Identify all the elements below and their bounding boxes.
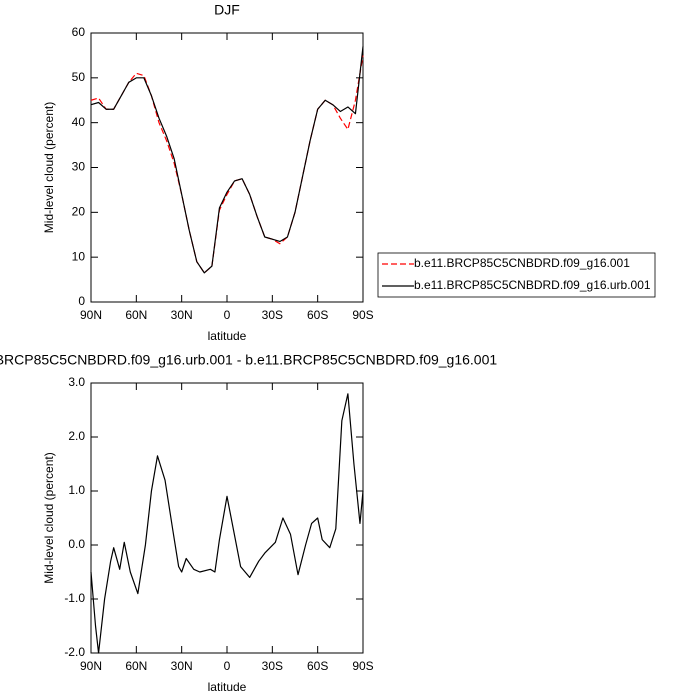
legend-label: b.e11.BRCP85C5CNBDRD.f09_g16.001 xyxy=(414,256,630,270)
y-tick-label: 2.0 xyxy=(68,429,85,443)
y-tick-label: -2.0 xyxy=(64,645,85,659)
x-tick-label: 60N xyxy=(125,308,147,322)
chart-title: b.e11.BRCP85C5CNBDRD.f09_g16.urb.001 - b… xyxy=(0,352,497,368)
x-tick-label: 60N xyxy=(125,659,147,673)
y-tick-label: 20 xyxy=(72,205,86,219)
y-tick-label: -1.0 xyxy=(64,591,85,605)
plot-frame xyxy=(90,32,364,303)
x-tick-label: 90N xyxy=(80,659,102,673)
data-line xyxy=(90,55,364,274)
x-tick-label: 90S xyxy=(352,659,373,673)
y-tick-label: 30 xyxy=(72,160,86,174)
x-tick-label: 30N xyxy=(171,659,193,673)
y-tick-label: 3.0 xyxy=(68,375,85,389)
x-tick-label: 90N xyxy=(80,308,102,322)
y-tick-label: 0 xyxy=(78,294,85,308)
y-axis-label: Mid-level cloud (percent) xyxy=(42,102,56,233)
y-tick-label: 40 xyxy=(72,115,86,129)
data-line xyxy=(90,393,364,654)
x-tick-label: 30N xyxy=(171,308,193,322)
x-axis-label: latitude xyxy=(208,329,247,343)
y-tick-label: 60 xyxy=(72,25,86,39)
y-tick-label: 10 xyxy=(72,249,86,263)
x-tick-label: 60S xyxy=(307,308,328,322)
y-tick-label: 1.0 xyxy=(68,483,85,497)
legend-box xyxy=(377,252,656,298)
data-line xyxy=(90,46,364,274)
x-tick-label: 30S xyxy=(262,308,283,322)
x-tick-label: 30S xyxy=(262,659,283,673)
x-axis-label: latitude xyxy=(208,680,247,694)
chart-title: DJF xyxy=(214,2,240,18)
x-tick-label: 0 xyxy=(224,308,231,322)
y-tick-label: 50 xyxy=(72,70,86,84)
legend-label: b.e11.BRCP85C5CNBDRD.f09_g16.urb.001 xyxy=(414,278,651,292)
plot-frame xyxy=(90,382,364,654)
x-tick-label: 60S xyxy=(307,659,328,673)
y-axis-label: Mid-level cloud (percent) xyxy=(42,452,56,583)
y-tick-label: 0.0 xyxy=(68,537,85,551)
x-tick-label: 90S xyxy=(352,308,373,322)
x-tick-label: 0 xyxy=(224,659,231,673)
